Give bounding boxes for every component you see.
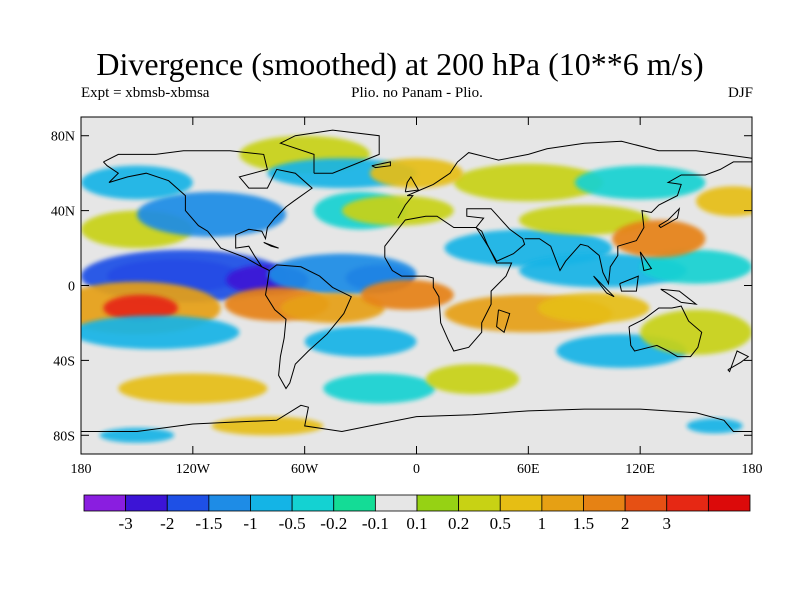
colorbar-swatch [374, 494, 418, 512]
field-blob [369, 158, 464, 189]
field-blob [103, 294, 178, 322]
field-blob [453, 163, 603, 202]
lat-tick-label: 0 [68, 280, 75, 295]
field-blob [574, 165, 706, 200]
lat-tick-label: 40N [51, 205, 75, 220]
coastline-path [628, 305, 703, 358]
colorbar-swatch [416, 494, 460, 512]
coastline-path [264, 264, 352, 390]
colorbar: -3 -2 -1.5 -1 -0.5 -0.2 -0.1 0.1 0.2 0.5 1 1.5 2 3 [83, 494, 751, 533]
field-blob [537, 292, 650, 323]
field-blob [696, 186, 752, 217]
colorbar-swatch [208, 494, 251, 512]
colorbar-swatch [624, 494, 668, 512]
colorbar-label: -1.5 [195, 514, 222, 533]
colorbar-label: -3 [119, 514, 133, 533]
field-blob [136, 191, 287, 237]
coastline-path [263, 241, 279, 249]
coastline-path [279, 129, 380, 174]
lon-tick-label: 180 [71, 462, 92, 477]
coastline-path [639, 251, 653, 272]
colorbar-swatch [333, 494, 376, 512]
coastline-path [619, 275, 639, 292]
field-blob [612, 219, 706, 258]
colorbar-label: -0.5 [279, 514, 306, 533]
colorbar-label: -0.2 [320, 514, 347, 533]
plot-title: Divergence (smoothed) at 200 hPa (10**6 … [96, 46, 704, 82]
colorbar-swatch [166, 494, 210, 512]
colorbar-swatch [583, 494, 626, 512]
coastline-path [593, 275, 615, 298]
coastline-path [496, 309, 511, 334]
lon-tick-label: 120W [176, 462, 211, 477]
colorbar-swatch [666, 494, 709, 512]
coastline-path [727, 350, 750, 373]
field-blob [360, 279, 454, 310]
field-blob [304, 326, 417, 357]
lon-tick-label: 60W [291, 462, 319, 477]
colorbar-label: -1 [243, 514, 257, 533]
colorbar-label: 2 [621, 514, 630, 533]
colorbar-swatch [541, 494, 584, 512]
field-blob [519, 204, 650, 235]
colorbar-label: -0.1 [362, 514, 389, 533]
field-blob [425, 364, 520, 395]
colorbar-label: 3 [663, 514, 672, 533]
lon-tick-label: 0 [413, 462, 420, 477]
coastline-path [371, 161, 391, 169]
colorbar-label: 0.1 [406, 514, 427, 533]
field-blob [323, 373, 436, 404]
divergence-field [81, 135, 752, 443]
lon-tick-label: 60E [517, 462, 540, 477]
lon-tick-label: 180 [742, 462, 763, 477]
colorbar-swatch [707, 494, 751, 512]
field-blob [81, 315, 240, 350]
season-label: DJF [727, 85, 753, 101]
coastline-path [81, 404, 752, 433]
map-plot-area [80, 116, 753, 455]
colorbar-swatch [250, 494, 293, 512]
colorbar-swatch [499, 494, 543, 512]
coastline-path [660, 288, 698, 305]
colorbar-swatch [125, 494, 168, 512]
colorbar-swatch [291, 494, 335, 512]
coastline-path [384, 215, 513, 352]
colorbar-swatch [83, 494, 127, 512]
lat-tick-label: 80N [51, 130, 75, 145]
lat-tick-label: 40S [53, 354, 75, 369]
field-blob [640, 249, 752, 284]
field-blob [341, 195, 454, 226]
coastline-path [103, 150, 313, 271]
field-blob [211, 416, 324, 436]
coastline-path [397, 140, 752, 219]
colorbar-label: 1 [538, 514, 547, 533]
coastline-path [524, 161, 752, 286]
coastline-path [658, 207, 681, 229]
colorbar-label: 0.5 [490, 514, 511, 533]
colorbar-label: 0.2 [448, 514, 469, 533]
field-blob [640, 309, 752, 355]
lat-tick-label: 80S [53, 429, 75, 444]
coastlines [81, 129, 752, 433]
field-blob [686, 418, 743, 434]
field-blob [81, 165, 193, 200]
coastline-path [404, 175, 420, 193]
colorbar-label: -2 [160, 514, 174, 533]
coastline-path [466, 208, 526, 262]
colorbar-swatch [458, 494, 501, 512]
field-blob [99, 427, 175, 443]
colorbar-label: 1.5 [573, 514, 594, 533]
comparison-label: Plio. no Panam - Plio. [351, 85, 483, 101]
lon-tick-label: 120E [625, 462, 655, 477]
experiment-label: Expt = xbmsb-xbmsa [81, 85, 210, 101]
field-blob [280, 292, 385, 323]
field-blob [118, 373, 268, 404]
axis-ticks: 80N 40N 0 40S 80S 180 120W 60W 0 60E 120E 180 [51, 117, 763, 477]
